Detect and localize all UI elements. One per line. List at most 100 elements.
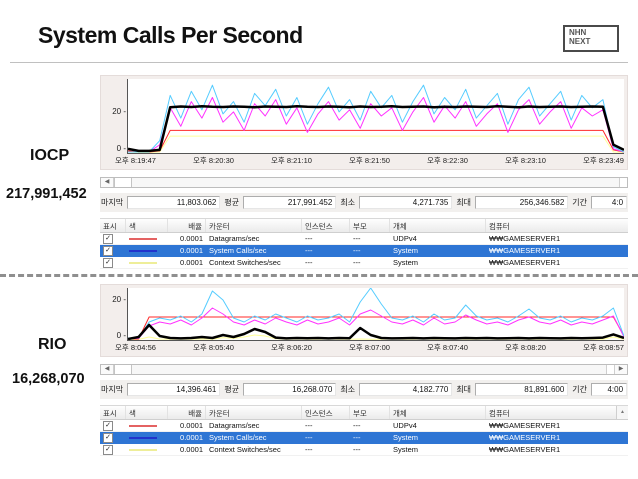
x-tick: 오후 8:21:10 [271,156,312,165]
x-tick: 오후 8:23:49 [583,156,624,165]
scroll-up-button[interactable]: ▲ [616,406,628,419]
show-checkbox[interactable]: ✓ [103,420,113,431]
minimum-label: 최소 [340,198,356,207]
rio-horizontal-scrollbar[interactable]: ◀ ▶ [100,364,628,375]
header-parent[interactable]: 부모 [350,406,390,419]
x-tick: 오후 8:04:56 [115,343,156,352]
parent-cell: --- [353,433,361,442]
scroll-left-button[interactable]: ◀ [101,365,114,374]
counter-row-context-switches[interactable]: ✓ 0.0001 Context Switches/sec --- --- Sy… [100,444,628,456]
parent-cell: --- [353,421,361,430]
show-checkbox[interactable]: ✓ [103,257,113,268]
counter-cell: Context Switches/sec [209,445,281,454]
iocp-counter-table: 표시 색 배율 카운터 인스턴스 부모 개체 컴퓨터 ✓ 0.0001 Data… [100,218,628,269]
iocp-line-chart [127,79,624,154]
color-swatch [129,249,157,252]
minimum-value: 4,182.770 [359,383,453,396]
x-tick: 오후 8:19:47 [115,156,156,165]
iocp-chart-area: 20 - 0 - 오후 8:19:47 오후 8:20:30 오후 8:21:10… [100,75,628,170]
scale-cell: 0.0001 [180,433,203,442]
scrollbar-thumb[interactable] [114,365,132,374]
header-parent[interactable]: 부모 [350,219,390,232]
title-divider [10,62,628,63]
show-checkbox[interactable]: ✓ [103,233,113,244]
scrollbar-track[interactable] [132,178,619,187]
rio-label: RIO [38,336,67,353]
counter-row-datagrams[interactable]: ✓ 0.0001 Datagrams/sec --- --- UDPv4 ₩₩G… [100,420,628,432]
rio-average-value: 16,268,070 [12,371,85,387]
counter-table-header: 표시 색 배율 카운터 인스턴스 부모 개체 컴퓨터 ▲ [100,406,628,420]
page-title: System Calls Per Second [38,22,303,48]
counter-row-system-calls-selected[interactable]: ✓ 0.0001 System Calls/sec --- --- System… [100,432,628,444]
header-scale[interactable]: 배율 [168,219,206,232]
header-show[interactable]: 표시 [100,219,126,232]
parent-cell: --- [353,234,361,243]
color-swatch [129,261,157,264]
object-cell: UDPv4 [393,421,417,430]
header-show[interactable]: 표시 [100,406,126,419]
maximum-label: 최대 [456,385,472,394]
y-tick-label: 0 - [116,331,126,340]
header-object[interactable]: 개체 [390,219,486,232]
last-label: 마지막 [101,198,124,207]
rio-x-axis-labels: 오후 8:04:56 오후 8:05:40 오후 8:06:20 오후 8:07… [101,341,624,356]
scale-cell: 0.0001 [180,246,203,255]
iocp-horizontal-scrollbar[interactable]: ◀ [100,177,628,188]
scale-cell: 0.0001 [180,421,203,430]
object-cell: System [393,258,419,267]
computer-cell: ₩₩GAMESERVER1 [489,421,561,430]
maximum-value: 81,891.600 [475,383,569,396]
header-instance[interactable]: 인스턴스 [302,406,350,419]
last-label: 마지막 [101,385,124,394]
counter-cell: Datagrams/sec [209,421,260,430]
x-tick: 오후 8:07:40 [427,343,468,352]
header-counter[interactable]: 카운터 [206,219,302,232]
header-scale[interactable]: 배율 [168,406,206,419]
instance-cell: --- [305,433,313,442]
header-object[interactable]: 개체 [390,406,486,419]
scrollbar-track[interactable] [132,365,606,374]
header-instance[interactable]: 인스턴스 [302,219,350,232]
last-value: 14,396.461 [127,383,221,396]
header-counter[interactable]: 카운터 [206,406,302,419]
x-tick: 오후 8:06:20 [271,343,312,352]
scroll-right-button[interactable]: ▶ [614,365,627,374]
maximum-label: 최대 [456,198,472,207]
computer-cell: ₩₩GAMESERVER1 [489,433,561,442]
counter-row-datagrams[interactable]: ✓ 0.0001 Datagrams/sec --- --- UDPv4 ₩₩G… [100,233,628,245]
x-tick: 오후 8:08:20 [505,343,546,352]
show-checkbox[interactable]: ✓ [103,245,113,256]
header-color[interactable]: 색 [126,406,168,419]
header-computer[interactable]: 컴퓨터 [489,222,510,231]
header-color[interactable]: 색 [126,219,168,232]
x-tick: 오후 8:07:00 [349,343,390,352]
color-swatch [129,436,157,439]
object-cell: System [393,433,419,442]
instance-cell: --- [305,445,313,454]
average-value: 16,268.070 [243,383,337,396]
color-swatch [129,448,157,451]
scale-cell: 0.0001 [180,445,203,454]
counter-row-system-calls-selected[interactable]: ✓ 0.0001 System Calls/sec --- --- System… [100,245,628,257]
counter-cell: Context Switches/sec [209,258,281,267]
rio-y-axis: 20 - 0 - [101,288,127,340]
duration-label: 기간 [572,385,588,394]
computer-cell: ₩₩GAMESERVER1 [489,258,561,267]
nhn-next-logo: NHN NEXT [563,25,619,52]
x-tick: 오후 8:22:30 [427,156,468,165]
scrollbar-thumb[interactable] [114,178,132,187]
object-cell: System [393,246,419,255]
y-tick-label: 20 - [112,295,126,304]
show-checkbox[interactable]: ✓ [103,432,113,443]
scale-cell: 0.0001 [180,234,203,243]
x-tick: 오후 8:21:50 [349,156,390,165]
color-swatch [129,424,157,427]
perfmon-window-iocp: 20 - 0 - 오후 8:19:47 오후 8:20:30 오후 8:21:10… [100,75,628,269]
scroll-left-button[interactable]: ◀ [101,178,114,187]
header-computer[interactable]: 컴퓨터 [489,409,510,418]
instance-cell: --- [305,234,313,243]
instance-cell: --- [305,246,313,255]
counter-row-context-switches[interactable]: ✓ 0.0001 Context Switches/sec --- --- Sy… [100,257,628,269]
scrollbar-endcap [619,178,627,187]
show-checkbox[interactable]: ✓ [103,444,113,455]
